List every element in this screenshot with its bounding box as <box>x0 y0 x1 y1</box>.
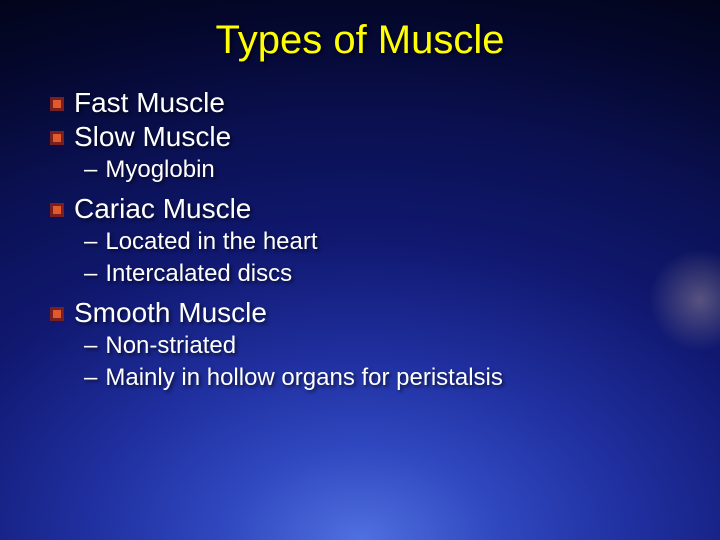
slide-content: Fast Muscle Slow Muscle – Myoglobin Cari… <box>50 87 680 393</box>
list-item-label: Cariac Muscle <box>74 193 251 225</box>
slide: Types of Muscle Fast Muscle Slow Muscle … <box>0 0 720 540</box>
dash-icon: – <box>84 331 97 361</box>
sub-list-item: – Intercalated discs <box>84 259 680 289</box>
dash-icon: – <box>84 155 97 185</box>
square-bullet-icon <box>50 97 64 111</box>
sub-list-item-label: Intercalated discs <box>105 259 292 289</box>
dash-icon: – <box>84 259 97 289</box>
sub-list-item-label: Mainly in hollow organs for peristalsis <box>105 363 503 393</box>
dash-icon: – <box>84 227 97 257</box>
square-bullet-icon <box>50 131 64 145</box>
sub-list-item: – Located in the heart <box>84 227 680 257</box>
list-item-label: Fast Muscle <box>74 87 225 119</box>
list-item: Fast Muscle <box>50 87 680 119</box>
sub-list-item: – Non-striated <box>84 331 680 361</box>
list-item-label: Smooth Muscle <box>74 297 267 329</box>
list-item-label: Slow Muscle <box>74 121 231 153</box>
sub-list-item-label: Located in the heart <box>105 227 317 257</box>
list-item: Cariac Muscle <box>50 193 680 225</box>
square-bullet-icon <box>50 307 64 321</box>
sub-list-item-label: Myoglobin <box>105 155 214 185</box>
sub-list-item: – Mainly in hollow organs for peristalsi… <box>84 363 680 393</box>
list-item: Smooth Muscle <box>50 297 680 329</box>
sub-list-item: – Myoglobin <box>84 155 680 185</box>
slide-title: Types of Muscle <box>40 18 680 63</box>
square-bullet-icon <box>50 203 64 217</box>
sub-list-item-label: Non-striated <box>105 331 236 361</box>
list-item: Slow Muscle <box>50 121 680 153</box>
dash-icon: – <box>84 363 97 393</box>
